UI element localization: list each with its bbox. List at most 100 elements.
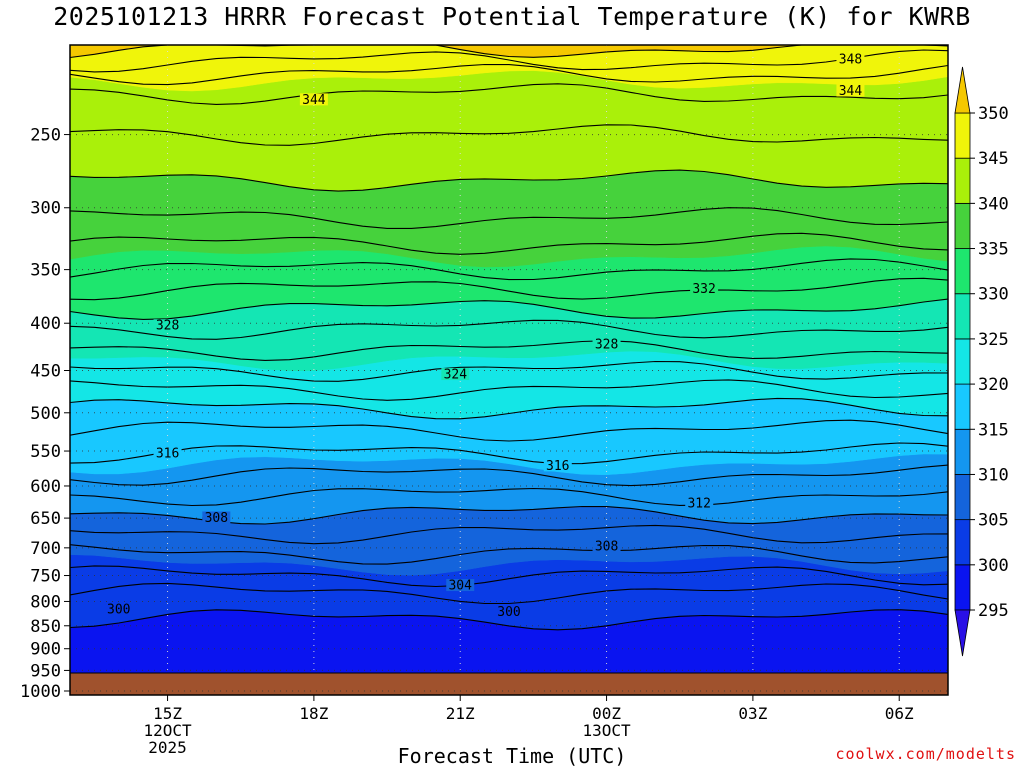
colorbar-segment-325 [954,293,971,340]
colorbar-segment-335 [954,202,971,249]
contour-label-328: 328 [156,319,179,334]
contour-label-bg [153,319,182,332]
colorbar-segment-300 [954,519,971,566]
colorbar-label-305: 305 [978,511,1009,531]
colorbar-label-300: 300 [978,556,1009,576]
y-tick-label-950: 950 [30,661,61,681]
colorbar-segment-320 [954,338,971,385]
y-tick-label-600: 600 [30,477,61,497]
contour-label-308: 308 [205,511,228,526]
colorbar-bottom-arrow [954,609,971,657]
contour-label-bg [202,511,231,524]
colorbar-label-345: 345 [978,149,1009,169]
contour-label-344: 344 [302,93,326,108]
y-tick-label-550: 550 [30,442,61,462]
contour-340 [69,169,949,192]
y-tick-label-750: 750 [30,567,61,587]
contour-326 [69,340,949,361]
colorbar: 295 300 305 310 315 320 325 330 335 340 345 350 [954,66,1009,657]
x-tick-label-15-1: 12OCT [143,721,192,740]
colorbar-segment-295 [954,564,971,611]
contour-344 [69,83,949,105]
colorbar-segment-305 [954,474,971,521]
colorbar-label-330: 330 [978,285,1009,305]
colorbar-label-320: 320 [978,375,1009,395]
contour-label-316: 316 [546,459,569,474]
contour-306 [69,544,949,565]
x-tick-label-24-1: 13OCT [582,721,631,740]
colorbar-segment-345 [954,112,971,159]
x-tick-label-27-0: 03Z [738,704,767,723]
y-tick-label-300: 300 [30,199,61,219]
colorbar-segment-330 [954,248,971,295]
contour-label-bg [104,602,133,615]
contour-342 [69,124,949,146]
contour-label-312: 312 [687,496,710,511]
contour-label-bg [543,459,572,472]
y-tick-label-900: 900 [30,640,61,660]
colorbar-label-315: 315 [978,420,1009,440]
contour-label-300: 300 [497,605,520,620]
contour-316 [69,442,949,465]
contour-label-bg [592,337,621,350]
colorbar-label-350: 350 [978,104,1009,124]
credit-text: coolwx.com/modelts [835,745,1016,763]
contour-338 [69,207,949,229]
contour-label-bg [299,93,328,106]
contour-332 [69,277,949,301]
y-tick-label-850: 850 [30,617,61,637]
axes: 250 300 350 400 450 500 550 600 650 700 750 800 850 9… [20,44,949,757]
x-tick-label-15-2: 2025 [148,738,187,757]
contour-label-300: 300 [107,602,130,617]
contour-336 [69,232,949,255]
x-tick-label-30-0: 06Z [885,704,914,723]
contour-304 [69,565,949,588]
colorbar-label-310: 310 [978,465,1009,485]
contour-308 [69,524,949,545]
contour-label-bg [690,282,719,295]
contour-328 [69,319,949,340]
contour-label-bg [495,605,523,618]
x-tick-label-21-0: 21Z [446,704,475,723]
x-tick-label-24-0: 00Z [592,704,621,723]
y-tick-label-400: 400 [30,314,61,334]
x-tick-label-15-0: 15Z [153,704,182,723]
contour-label-344: 344 [839,84,863,99]
contour-label-308: 308 [595,540,618,555]
y-tick-label-800: 800 [30,592,61,612]
contour-label-bg [441,368,470,381]
y-tick-label-700: 700 [30,539,61,559]
contour-label-332: 332 [692,282,715,297]
contour-label-bg [153,447,182,460]
colorbar-top-arrow [954,66,971,114]
colorbar-segment-310 [954,428,971,475]
y-tick-label-1000: 1000 [20,682,61,702]
contour-312 [69,487,949,507]
contour-label-bg [685,496,714,509]
contour-324 [69,360,949,382]
contour-346 [69,63,949,86]
x-tick-label-18-0: 18Z [299,704,328,723]
contour-320 [69,397,949,420]
colorbar-label-295: 295 [978,601,1009,621]
contour-label-328: 328 [595,337,618,352]
contour-330 [69,298,949,320]
contour-300 [69,609,949,631]
colorbar-label-335: 335 [978,240,1009,260]
contour-314 [69,464,949,487]
x-axis-label: Forecast Time (UTC) [397,744,627,768]
y-tick-label-450: 450 [30,361,61,381]
contour-label-bg [836,52,865,65]
contour-label-bg [836,84,865,97]
contour-label-348: 348 [839,52,862,67]
ground-surface [70,673,948,695]
contour-334 [69,258,949,281]
contour-348 [69,49,949,73]
colorbar-segment-340 [954,157,971,204]
contour-labels: 348 344 344 332 328 328 324 316 316 312 308 308 304 3… [104,52,865,620]
contour-label-316: 316 [156,447,179,462]
contour-label-304: 304 [448,579,472,594]
chart-title: 2025101213 HRRR Forecast Potential Tempe… [53,2,971,31]
contour-318 [69,419,949,442]
